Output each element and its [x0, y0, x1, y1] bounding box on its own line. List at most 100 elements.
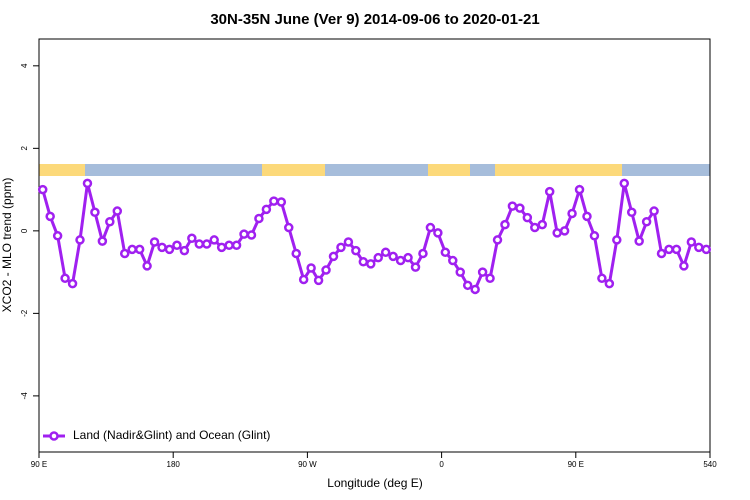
data-point	[351, 245, 361, 256]
plot-frame	[38, 38, 711, 453]
data-point	[97, 236, 108, 246]
x-tick-label: 180	[167, 460, 181, 469]
data-point	[298, 274, 309, 285]
data-point	[597, 273, 607, 284]
data-point	[366, 259, 376, 269]
data-point	[119, 248, 130, 259]
data-point	[440, 247, 451, 258]
ocean-band	[470, 164, 495, 176]
data-point	[328, 251, 339, 262]
series-line	[41, 183, 707, 292]
x-tick-label: 90 W	[298, 460, 317, 469]
ocean-band	[622, 164, 710, 176]
data-point	[418, 248, 428, 259]
data-point	[537, 219, 547, 230]
data-point	[701, 244, 712, 255]
y-axis-label: XCO2 - MLO trend (ppm)	[0, 178, 14, 313]
y-tick-label: 2	[20, 146, 29, 151]
data-point	[686, 237, 697, 247]
y-tick-label: 0	[20, 228, 29, 233]
data-point	[202, 239, 212, 249]
data-point	[462, 280, 473, 291]
data-point	[544, 186, 555, 197]
data-point	[149, 237, 160, 247]
x-tick-label: 90 E	[568, 460, 584, 469]
data-point	[284, 222, 294, 233]
data-point	[75, 235, 85, 245]
data-point	[649, 206, 659, 216]
data-point	[67, 278, 78, 289]
data-point	[254, 213, 264, 224]
data-point	[269, 196, 279, 206]
data-point	[395, 255, 406, 266]
data-point	[90, 207, 100, 218]
data-point	[261, 204, 272, 215]
land-ocean-band	[39, 164, 710, 176]
data-point	[455, 267, 465, 277]
data-point	[246, 230, 257, 240]
data-point	[105, 217, 115, 227]
land-band	[428, 164, 470, 176]
data-point	[60, 273, 70, 284]
data-point	[612, 235, 622, 245]
data-point	[216, 242, 227, 253]
chart-title: 30N-35N June (Ver 9) 2014-09-06 to 2020-…	[210, 11, 539, 28]
ocean-band	[325, 164, 428, 176]
data-point	[127, 244, 137, 255]
data-point	[634, 236, 644, 246]
data-point	[157, 242, 167, 253]
data-point	[336, 242, 346, 253]
ocean-band	[85, 164, 262, 176]
y-tick-label: 4	[20, 63, 29, 68]
data-point	[172, 240, 182, 251]
data-point	[433, 228, 443, 238]
legend-label: Land (Nadir&Glint) and Ocean (Glint)	[73, 428, 270, 442]
data-point	[209, 235, 219, 245]
data-point	[358, 257, 369, 267]
y-tick-label: -4	[20, 392, 29, 400]
data-point	[239, 229, 249, 239]
land-band	[39, 164, 85, 176]
data-point	[589, 231, 600, 241]
data-point	[179, 245, 190, 256]
data-point	[224, 240, 234, 251]
legend-marker	[49, 431, 59, 441]
data-point	[485, 273, 495, 284]
data-point	[619, 178, 630, 189]
data-point	[45, 211, 55, 222]
x-axis-label: Longitude (deg E)	[327, 476, 422, 490]
data-point	[37, 184, 48, 195]
data-point	[567, 208, 577, 219]
data-point	[694, 242, 704, 253]
data-point	[582, 211, 592, 222]
data-point	[500, 219, 510, 230]
data-point	[530, 222, 540, 233]
data-point	[470, 284, 480, 295]
data-point	[559, 226, 570, 236]
data-point	[522, 212, 533, 223]
data-point	[276, 197, 287, 207]
data-point	[671, 244, 682, 255]
data-point	[403, 252, 413, 263]
data-point	[410, 262, 421, 272]
data-point	[187, 233, 197, 244]
data-point	[231, 240, 242, 251]
data-point	[291, 248, 301, 259]
data-point	[425, 222, 436, 233]
data-point	[552, 228, 562, 238]
data-point	[604, 278, 615, 289]
data-point	[380, 247, 391, 258]
x-tick-label: 540	[703, 460, 717, 469]
data-point	[664, 244, 674, 255]
data-point	[477, 267, 488, 277]
data-point	[313, 275, 324, 286]
data-point	[164, 244, 175, 255]
data-point	[641, 217, 652, 227]
data-point	[194, 239, 205, 249]
data-point	[343, 237, 354, 247]
data-point	[321, 265, 331, 275]
data-point	[306, 263, 316, 273]
data-point	[388, 251, 398, 262]
data-point	[142, 261, 152, 271]
